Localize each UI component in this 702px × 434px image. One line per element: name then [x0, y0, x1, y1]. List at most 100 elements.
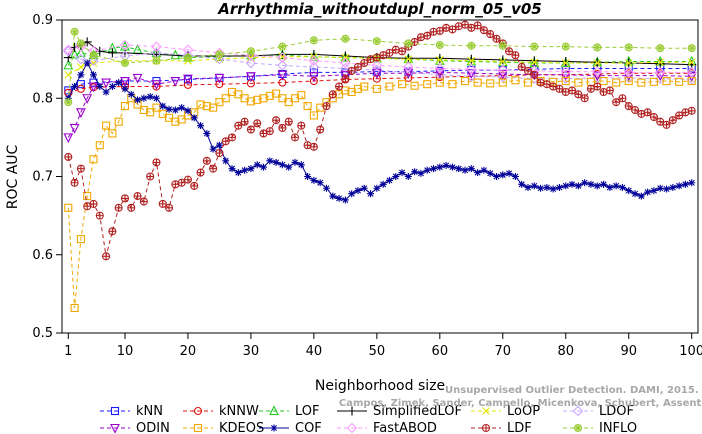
data-point — [612, 98, 621, 107]
data-point — [347, 406, 357, 416]
chart-title: Arrhythmia_withoutdupl_norm_05_v05 — [217, 0, 541, 18]
data-point — [221, 94, 230, 103]
series-line — [68, 68, 692, 91]
legend-item: ODIN — [100, 421, 170, 434]
data-point — [631, 190, 639, 198]
y-axis: 0.5 0.6 0.7 0.8 0.9 — [32, 13, 62, 341]
data-point — [467, 41, 476, 50]
data-point — [637, 78, 646, 87]
x-axis: 1 10 20 30 40 50 60 70 80 90 100 — [64, 333, 702, 359]
data-point — [170, 76, 181, 87]
data-point — [410, 37, 419, 46]
data-point — [498, 41, 507, 50]
data-point — [518, 180, 526, 188]
x-tick-label: 10 — [117, 344, 134, 359]
legend-label: COF — [295, 421, 322, 434]
data-point — [486, 30, 495, 39]
data-point — [612, 78, 621, 87]
data-point — [241, 166, 249, 174]
legend-item: KDEOS — [183, 421, 264, 434]
data-point — [183, 175, 192, 184]
data-point — [114, 203, 123, 212]
data-point — [190, 181, 199, 190]
data-point — [669, 183, 677, 191]
data-point — [341, 53, 350, 62]
data-point — [278, 123, 287, 133]
series-line — [68, 72, 692, 94]
data-point — [310, 176, 318, 184]
data-point — [460, 76, 470, 86]
legend-item: INFLO — [563, 421, 637, 434]
watermark-line2: Campos, Zimek, Sander, Campello, Micenko… — [339, 398, 702, 409]
data-point — [591, 72, 603, 84]
data-point — [69, 48, 80, 59]
legend-label: LDF — [507, 421, 532, 434]
y-tick-label: 0.9 — [32, 13, 53, 28]
data-point — [397, 47, 407, 56]
data-point — [655, 59, 665, 69]
data-point — [227, 133, 237, 142]
data-point — [606, 183, 614, 191]
data-point — [277, 52, 288, 63]
series-cof — [64, 59, 696, 204]
legend: kNN kNNW LOF SimplifiedLOF LoOP LDOF ODIN KDEOS… — [100, 404, 637, 434]
data-point — [543, 183, 551, 191]
data-point — [612, 182, 620, 190]
y-tick-label: 0.5 — [32, 326, 53, 341]
data-point — [372, 84, 381, 93]
data-point — [523, 78, 533, 87]
data-point — [497, 64, 509, 76]
data-point — [309, 76, 318, 86]
data-point — [511, 76, 520, 85]
watermark-line1: Unsupervised Outlier Detection. DAMI, 20… — [445, 385, 699, 396]
data-point — [568, 86, 577, 95]
data-point — [63, 59, 74, 70]
data-point — [107, 48, 117, 58]
data-point — [467, 165, 475, 173]
data-point — [448, 163, 456, 171]
data-point — [435, 41, 444, 50]
data-point — [89, 199, 98, 208]
data-point — [215, 141, 223, 149]
data-point — [442, 162, 450, 170]
data-point — [88, 55, 99, 66]
data-point — [474, 169, 482, 177]
y-axis-label: ROC AUC — [5, 144, 21, 209]
data-point — [83, 59, 91, 67]
data-point — [140, 94, 148, 102]
data-point — [183, 74, 193, 85]
data-point — [403, 53, 413, 63]
data-point — [505, 47, 514, 56]
data-point — [77, 63, 85, 71]
data-point — [277, 60, 288, 71]
data-point — [398, 169, 406, 177]
data-point — [675, 182, 683, 190]
data-point — [76, 47, 86, 57]
data-point — [95, 211, 104, 220]
data-point — [561, 42, 570, 51]
data-point — [76, 235, 85, 244]
data-point — [335, 82, 344, 91]
data-point — [353, 84, 363, 93]
data-point — [215, 50, 224, 59]
data-point — [76, 39, 85, 48]
data-point — [77, 71, 85, 79]
data-point — [529, 56, 539, 66]
data-point — [64, 98, 73, 107]
x-tick-label: 50 — [369, 344, 386, 359]
data-point — [341, 196, 349, 204]
data-point — [618, 183, 626, 191]
data-point — [688, 179, 696, 187]
data-point — [272, 158, 280, 166]
data-point — [308, 61, 320, 73]
data-point — [322, 184, 330, 192]
series-inflo — [64, 27, 696, 107]
data-point — [75, 53, 87, 65]
data-point — [498, 57, 507, 66]
data-point — [152, 56, 161, 65]
data-point — [530, 182, 538, 190]
data-point — [70, 303, 79, 313]
data-point — [466, 54, 476, 64]
data-point — [253, 161, 261, 169]
